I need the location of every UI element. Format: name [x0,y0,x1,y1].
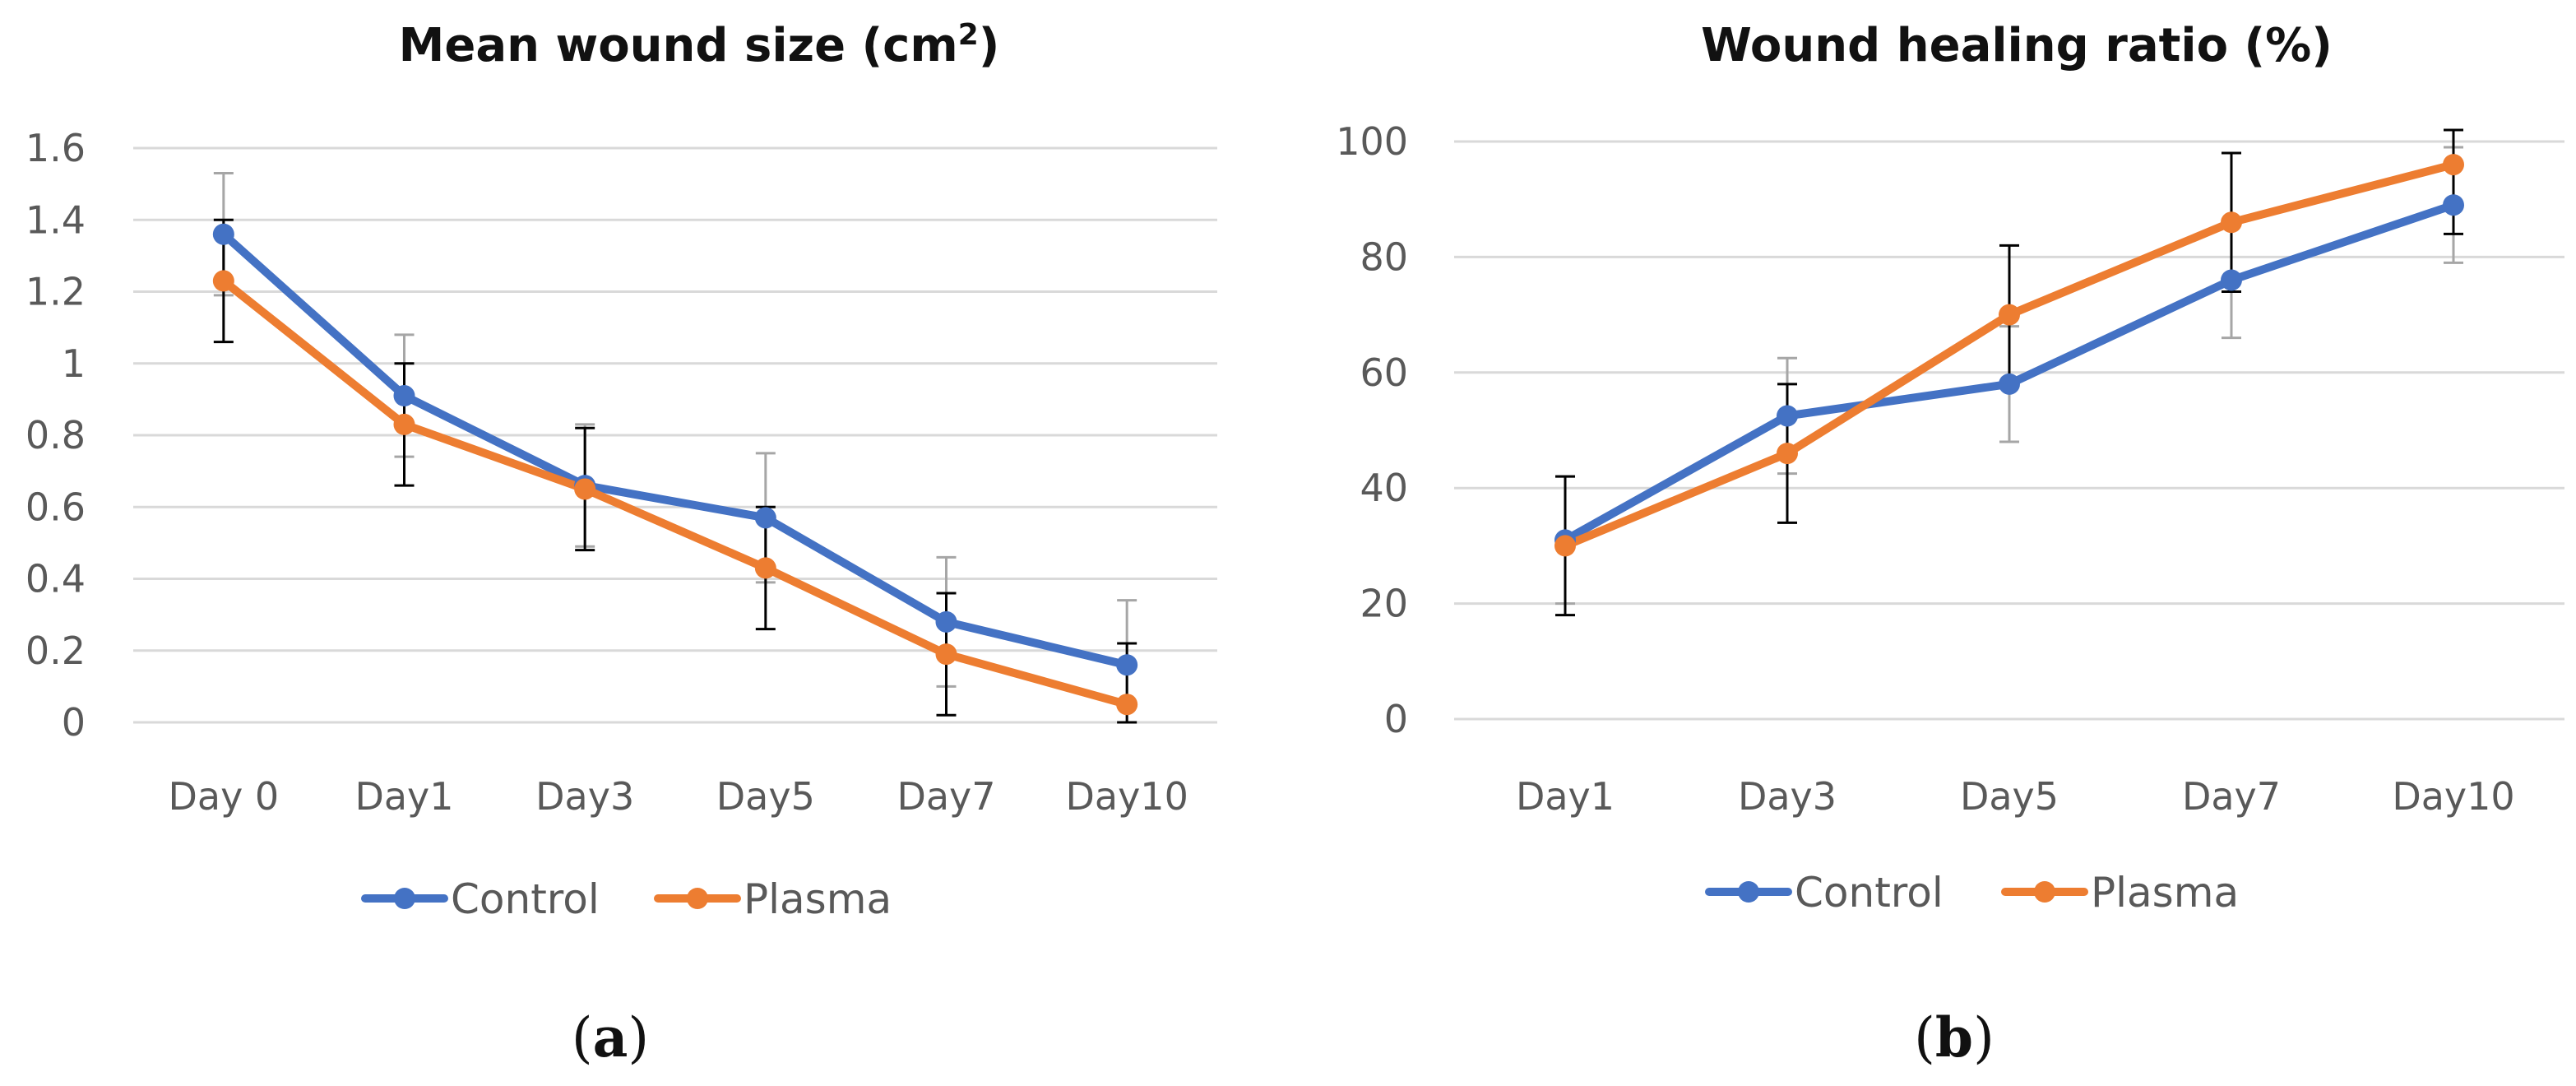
chart-b-legend-plasma-marker [2034,881,2055,903]
chart-a-control-point [935,610,957,633]
chart-a-x-tick-label: Day5 [716,774,815,819]
chart-b-x-tick-label: Day5 [1960,774,2059,819]
chart-b-plasma-point [2221,211,2242,234]
chart-a-plasma-point [393,413,415,435]
chart-b-control-point [2221,269,2242,291]
chart-a-plasma-line [219,276,1132,709]
chart-b-legend-control-marker [1738,881,1759,903]
chart-a: Mean wound size (cm2) 0 0.2 0.4 0.6 0.8 1 1.2 1… [25,18,1217,1070]
chart-a-caption: (a) [572,1005,649,1070]
chart-a-y-tick-label: 0 [62,700,86,745]
chart-b-control-point [1999,373,2020,395]
chart-b-legend: Control Plasma [1705,869,2239,917]
chart-b-x-tick-label: Day10 [2392,774,2514,819]
chart-b-title: Wound healing ratio (%) [1701,19,2333,72]
chart-a-plasma-point [1116,694,1138,716]
chart-b-y-tick-label: 0 [1384,697,1408,741]
chart-b-y-tick-label: 20 [1360,582,1408,626]
chart-a-x-tick-label: Day7 [897,774,995,819]
chart-a-x-tick-label: Day1 [354,774,453,819]
chart-b-x-tick-label: Day1 [1516,774,1615,819]
chart-b-x-tick-label: Day3 [1738,774,1837,819]
chart-b-y-tick-label: 80 [1360,234,1408,279]
chart-a-control-point [1116,654,1138,676]
chart-a-control-point [754,507,776,529]
chart-b-plasma-point [1999,304,2020,326]
chart-b-y-tick-label: 60 [1360,350,1408,395]
chart-b-plasma-error-bar [2444,128,2463,235]
chart-a-y-tick-label: 1 [62,341,86,386]
chart-b-y-tick-label: 100 [1336,119,1408,164]
chart-b-plasma-point [2443,154,2464,176]
chart-b-plasma-point [1554,535,1576,557]
chart-b-y-tick-label: 40 [1360,466,1408,510]
chart-a-x-tick-label: Day10 [1065,774,1188,819]
chart-a-control-point [393,385,415,407]
chart-a-y-tick-label: 0.8 [25,413,86,457]
chart-a-control-line [219,230,1132,670]
chart-a-plasma-point [754,557,776,579]
chart-b: Wound healing ratio (%) 0 20 40 60 80 100 Day… [1336,19,2564,1070]
chart-b-plasma-point [1777,443,1798,465]
chart-a-legend: Control Plasma [361,875,892,923]
chart-a-x-tick-label: Day3 [535,774,634,819]
chart-a-legend-control-marker [394,888,415,909]
chart-a-y-tick-label: 0.4 [25,557,86,601]
chart-b-caption: (b) [1914,1005,1995,1070]
chart-b-legend-plasma-label: Plasma [2091,869,2239,917]
chart-a-plasma-point [935,643,957,666]
chart-a-y-tick-label: 0.2 [25,629,86,673]
chart-b-control-point [1777,405,1798,427]
chart-a-legend-plasma-marker [687,888,708,909]
chart-b-legend-control-label: Control [1795,869,1944,917]
chart-a-legend-control-label: Control [451,875,600,923]
chart-a-plasma-point [212,270,234,292]
chart-a-y-tick-label: 1.2 [25,270,86,314]
chart-a-x-tick-label: Day 0 [168,774,279,819]
chart-a-title: Mean wound size (cm2) [399,18,1000,73]
chart-a-plasma-point [574,478,596,500]
chart-b-control-point [2443,194,2464,216]
chart-a-y-tick-label: 1.6 [25,126,86,170]
chart-a-legend-plasma-label: Plasma [744,875,892,923]
chart-a-y-tick-label: 1.4 [25,197,86,242]
chart-b-x-tick-label: Day7 [2182,774,2281,819]
chart-a-control-point [212,223,234,245]
chart-a-y-tick-label: 0.6 [25,485,86,529]
